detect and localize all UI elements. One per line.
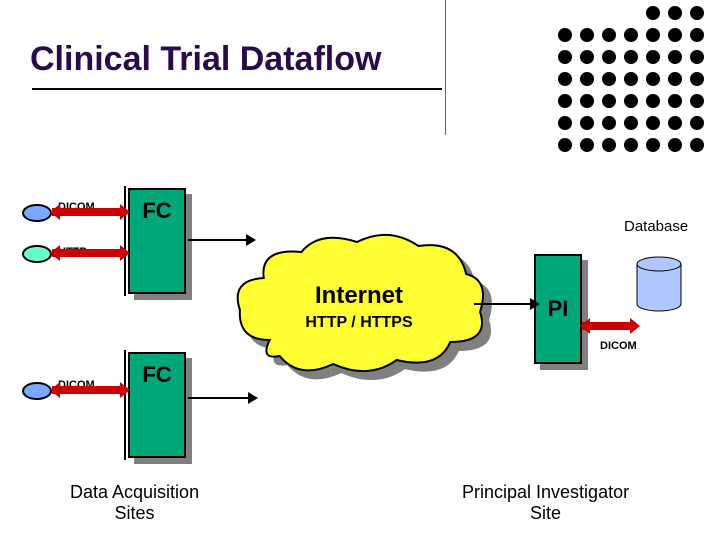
fc2-box: FC (128, 352, 186, 458)
cloud-subtitle: HTTP / HTTPS (305, 314, 412, 332)
pi-box: PI (534, 254, 582, 364)
node-ellipse-1 (22, 204, 52, 222)
caption-left: Data Acquisition Sites (70, 482, 199, 524)
label-dicom-3: DICOM (600, 340, 637, 352)
node-ellipse-2 (22, 245, 52, 263)
page-title: Clinical Trial Dataflow (30, 40, 381, 79)
caption-left-l2: Sites (70, 503, 199, 524)
fc1-vline (124, 186, 126, 296)
hairline (445, 0, 446, 135)
fc1-box: FC (128, 188, 186, 294)
caption-right-l1: Principal Investigator (462, 482, 629, 503)
caption-right: Principal Investigator Site (462, 482, 629, 524)
database-cylinder (636, 256, 682, 312)
fc2-vline (124, 350, 126, 460)
pi-label: PI (548, 296, 569, 322)
title-underline (32, 88, 442, 90)
fc1-label: FC (142, 198, 171, 224)
caption-right-l2: Site (462, 503, 629, 524)
cloud-title: Internet (315, 282, 403, 310)
node-ellipse-3 (22, 382, 52, 400)
label-database: Database (624, 218, 688, 235)
fc2-label: FC (142, 362, 171, 388)
caption-left-l1: Data Acquisition (70, 482, 199, 503)
